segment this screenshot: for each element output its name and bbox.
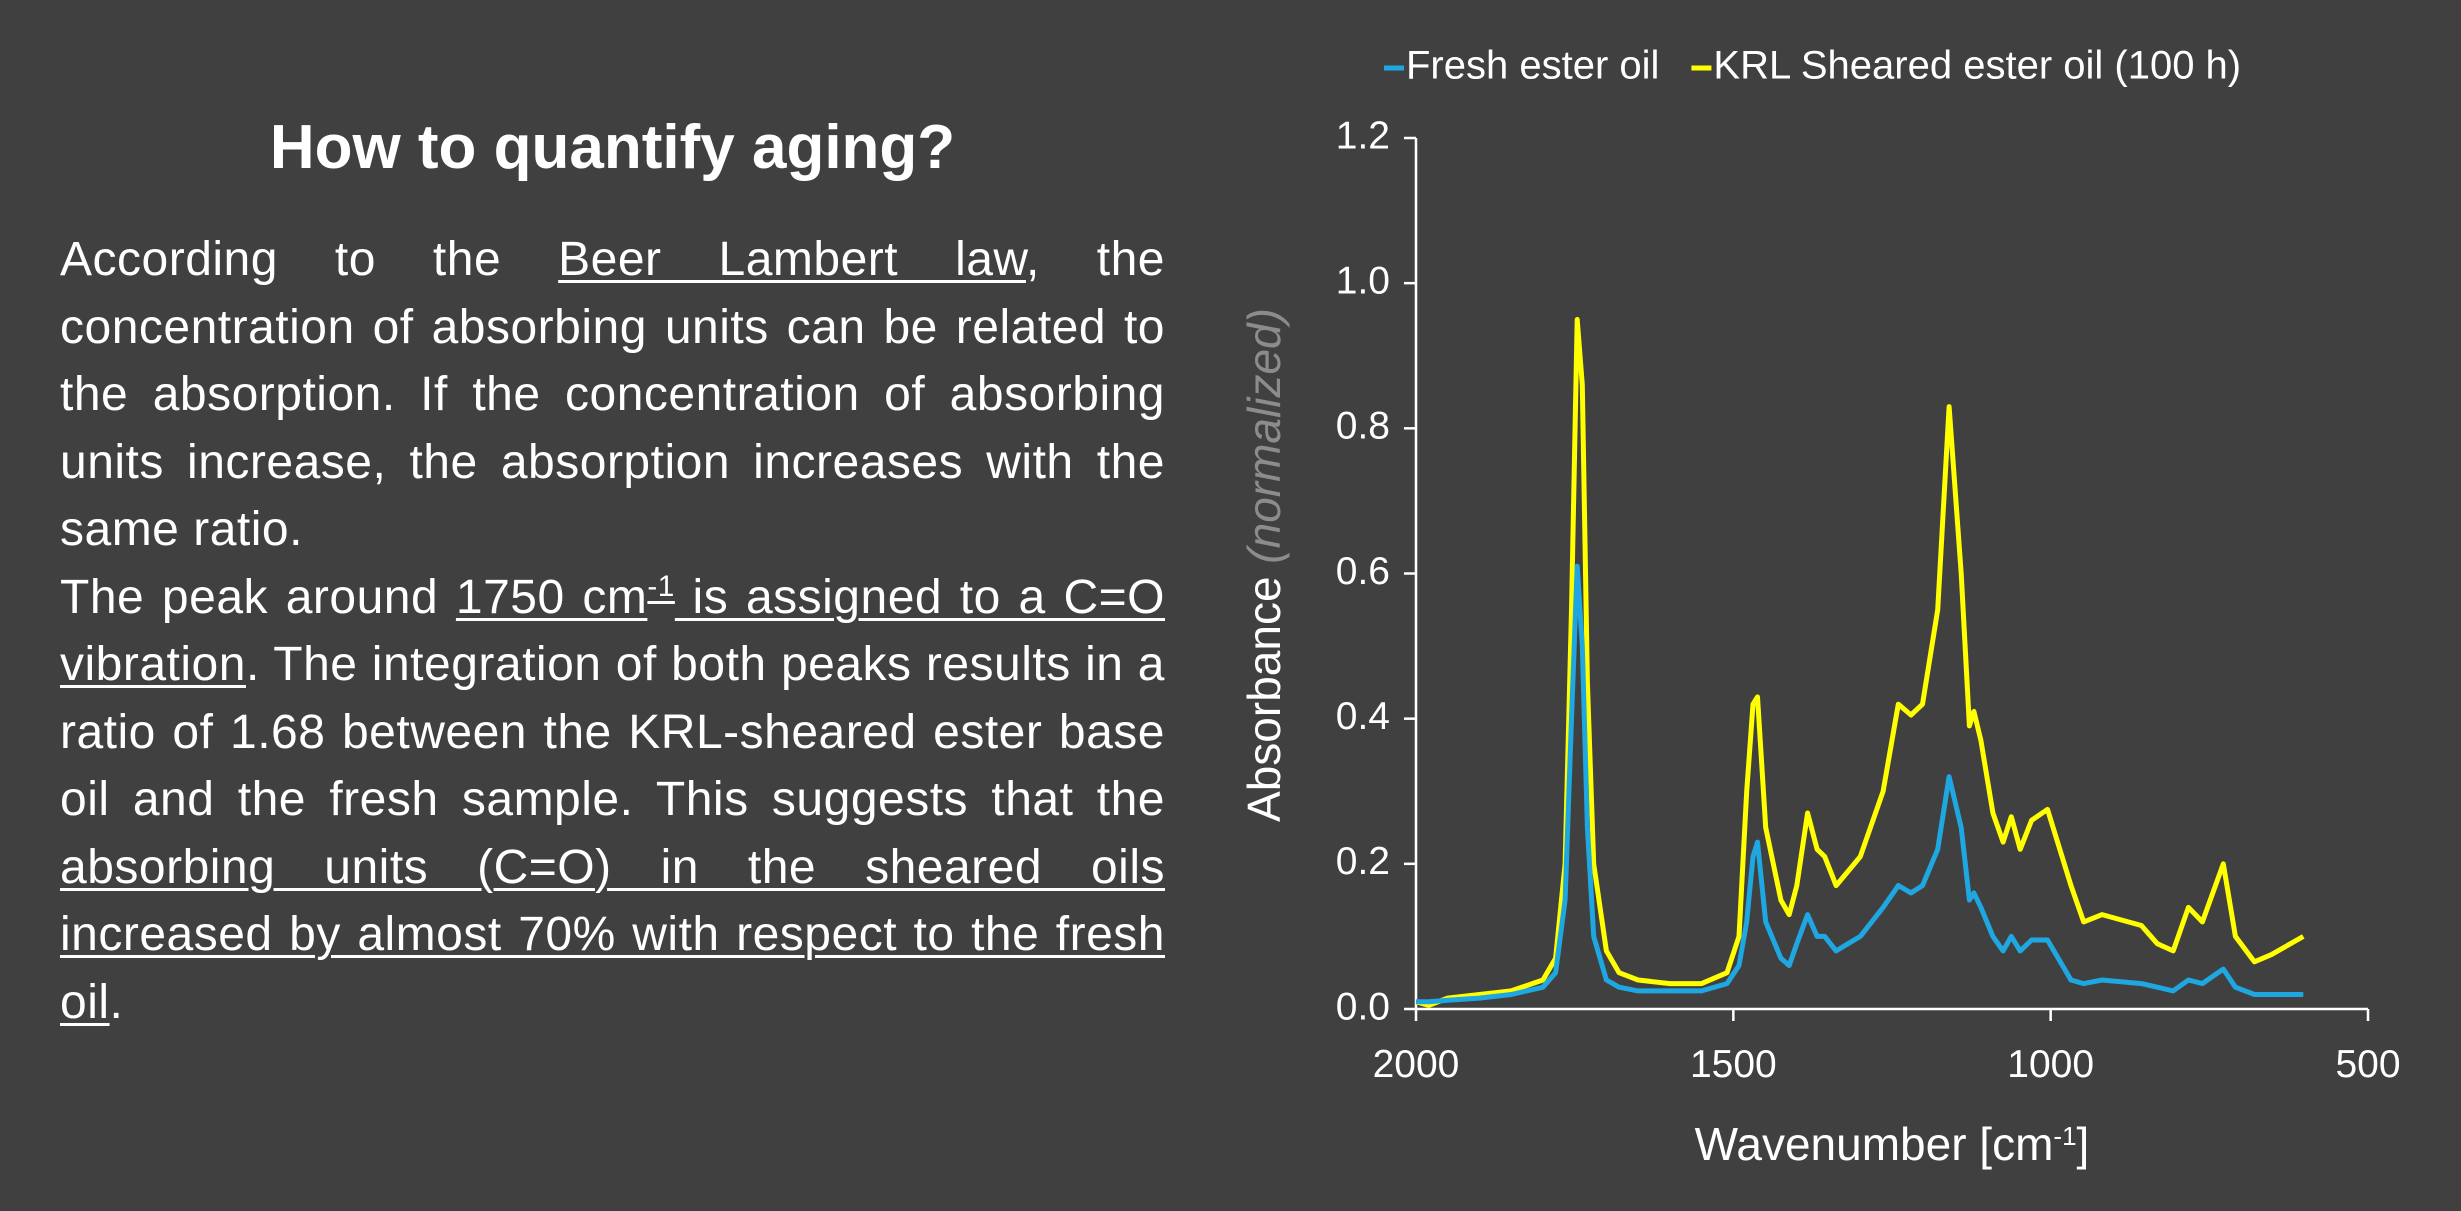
x-tick-label: 2000 bbox=[1373, 1043, 1460, 1086]
underlined-text: Beer Lambert law bbox=[558, 233, 1026, 286]
x-axis-label: Wavenumber [cm-1] bbox=[1695, 1118, 2090, 1170]
series-line bbox=[1416, 563, 2304, 1005]
legend: Fresh ester oil KRL Sheared ester oil (10… bbox=[1384, 44, 2241, 88]
x-axis-label-part: -1 bbox=[2053, 1121, 2076, 1151]
underlined-text: is assigned to a C=O vibration bbox=[60, 570, 1165, 692]
y-axis-label-part: (normalized) bbox=[1238, 308, 1290, 564]
text: . bbox=[109, 975, 124, 1029]
paragraph: The peak around 1750 cm-1 is assigned to… bbox=[60, 564, 1165, 1037]
x-axis-label-part: Wavenumber [cm bbox=[1695, 1118, 2054, 1170]
text: . The integration of both peaks results … bbox=[60, 638, 1165, 826]
underlined-text: 1750 cm bbox=[455, 570, 648, 624]
slide-title: How to quantify aging? bbox=[269, 113, 956, 182]
series-line bbox=[1415, 317, 2305, 1008]
x-tick-label: 1000 bbox=[2007, 1043, 2094, 1086]
x-tick-label: 1500 bbox=[1690, 1043, 1777, 1086]
text: The peak around bbox=[60, 570, 456, 624]
body-text: According to the Beer Lambert law, the c… bbox=[60, 226, 1165, 1036]
underlined-text: -1 bbox=[647, 569, 675, 603]
y-axis-label: Absorbance (normalized) bbox=[1238, 308, 1290, 822]
y-tick-label: 0.6 bbox=[1336, 550, 1390, 593]
x-axis-label-part: ] bbox=[2077, 1118, 2090, 1170]
y-tick-label: 0.2 bbox=[1336, 840, 1390, 883]
y-tick-label: 0.0 bbox=[1336, 985, 1390, 1028]
y-tick-label: 1.0 bbox=[1336, 259, 1390, 302]
text: According to the bbox=[60, 233, 559, 286]
underlined-text: absorbing units (C=O) in the sheared oil… bbox=[60, 840, 1165, 1029]
y-tick-label: 0.8 bbox=[1336, 405, 1390, 448]
y-tick-label: 0.4 bbox=[1336, 695, 1390, 738]
x-tick-label: 500 bbox=[2335, 1043, 2400, 1086]
paragraph: According to the Beer Lambert law, the c… bbox=[60, 226, 1165, 564]
y-tick-label: 1.2 bbox=[1336, 114, 1390, 157]
y-axis-label-part: Absorbance bbox=[1238, 564, 1290, 822]
legend-label: KRL Sheared ester oil (100 h) bbox=[1713, 44, 2241, 88]
legend-label: Fresh ester oil bbox=[1406, 44, 1659, 88]
text: , the concentration of absorbing units c… bbox=[60, 233, 1165, 556]
